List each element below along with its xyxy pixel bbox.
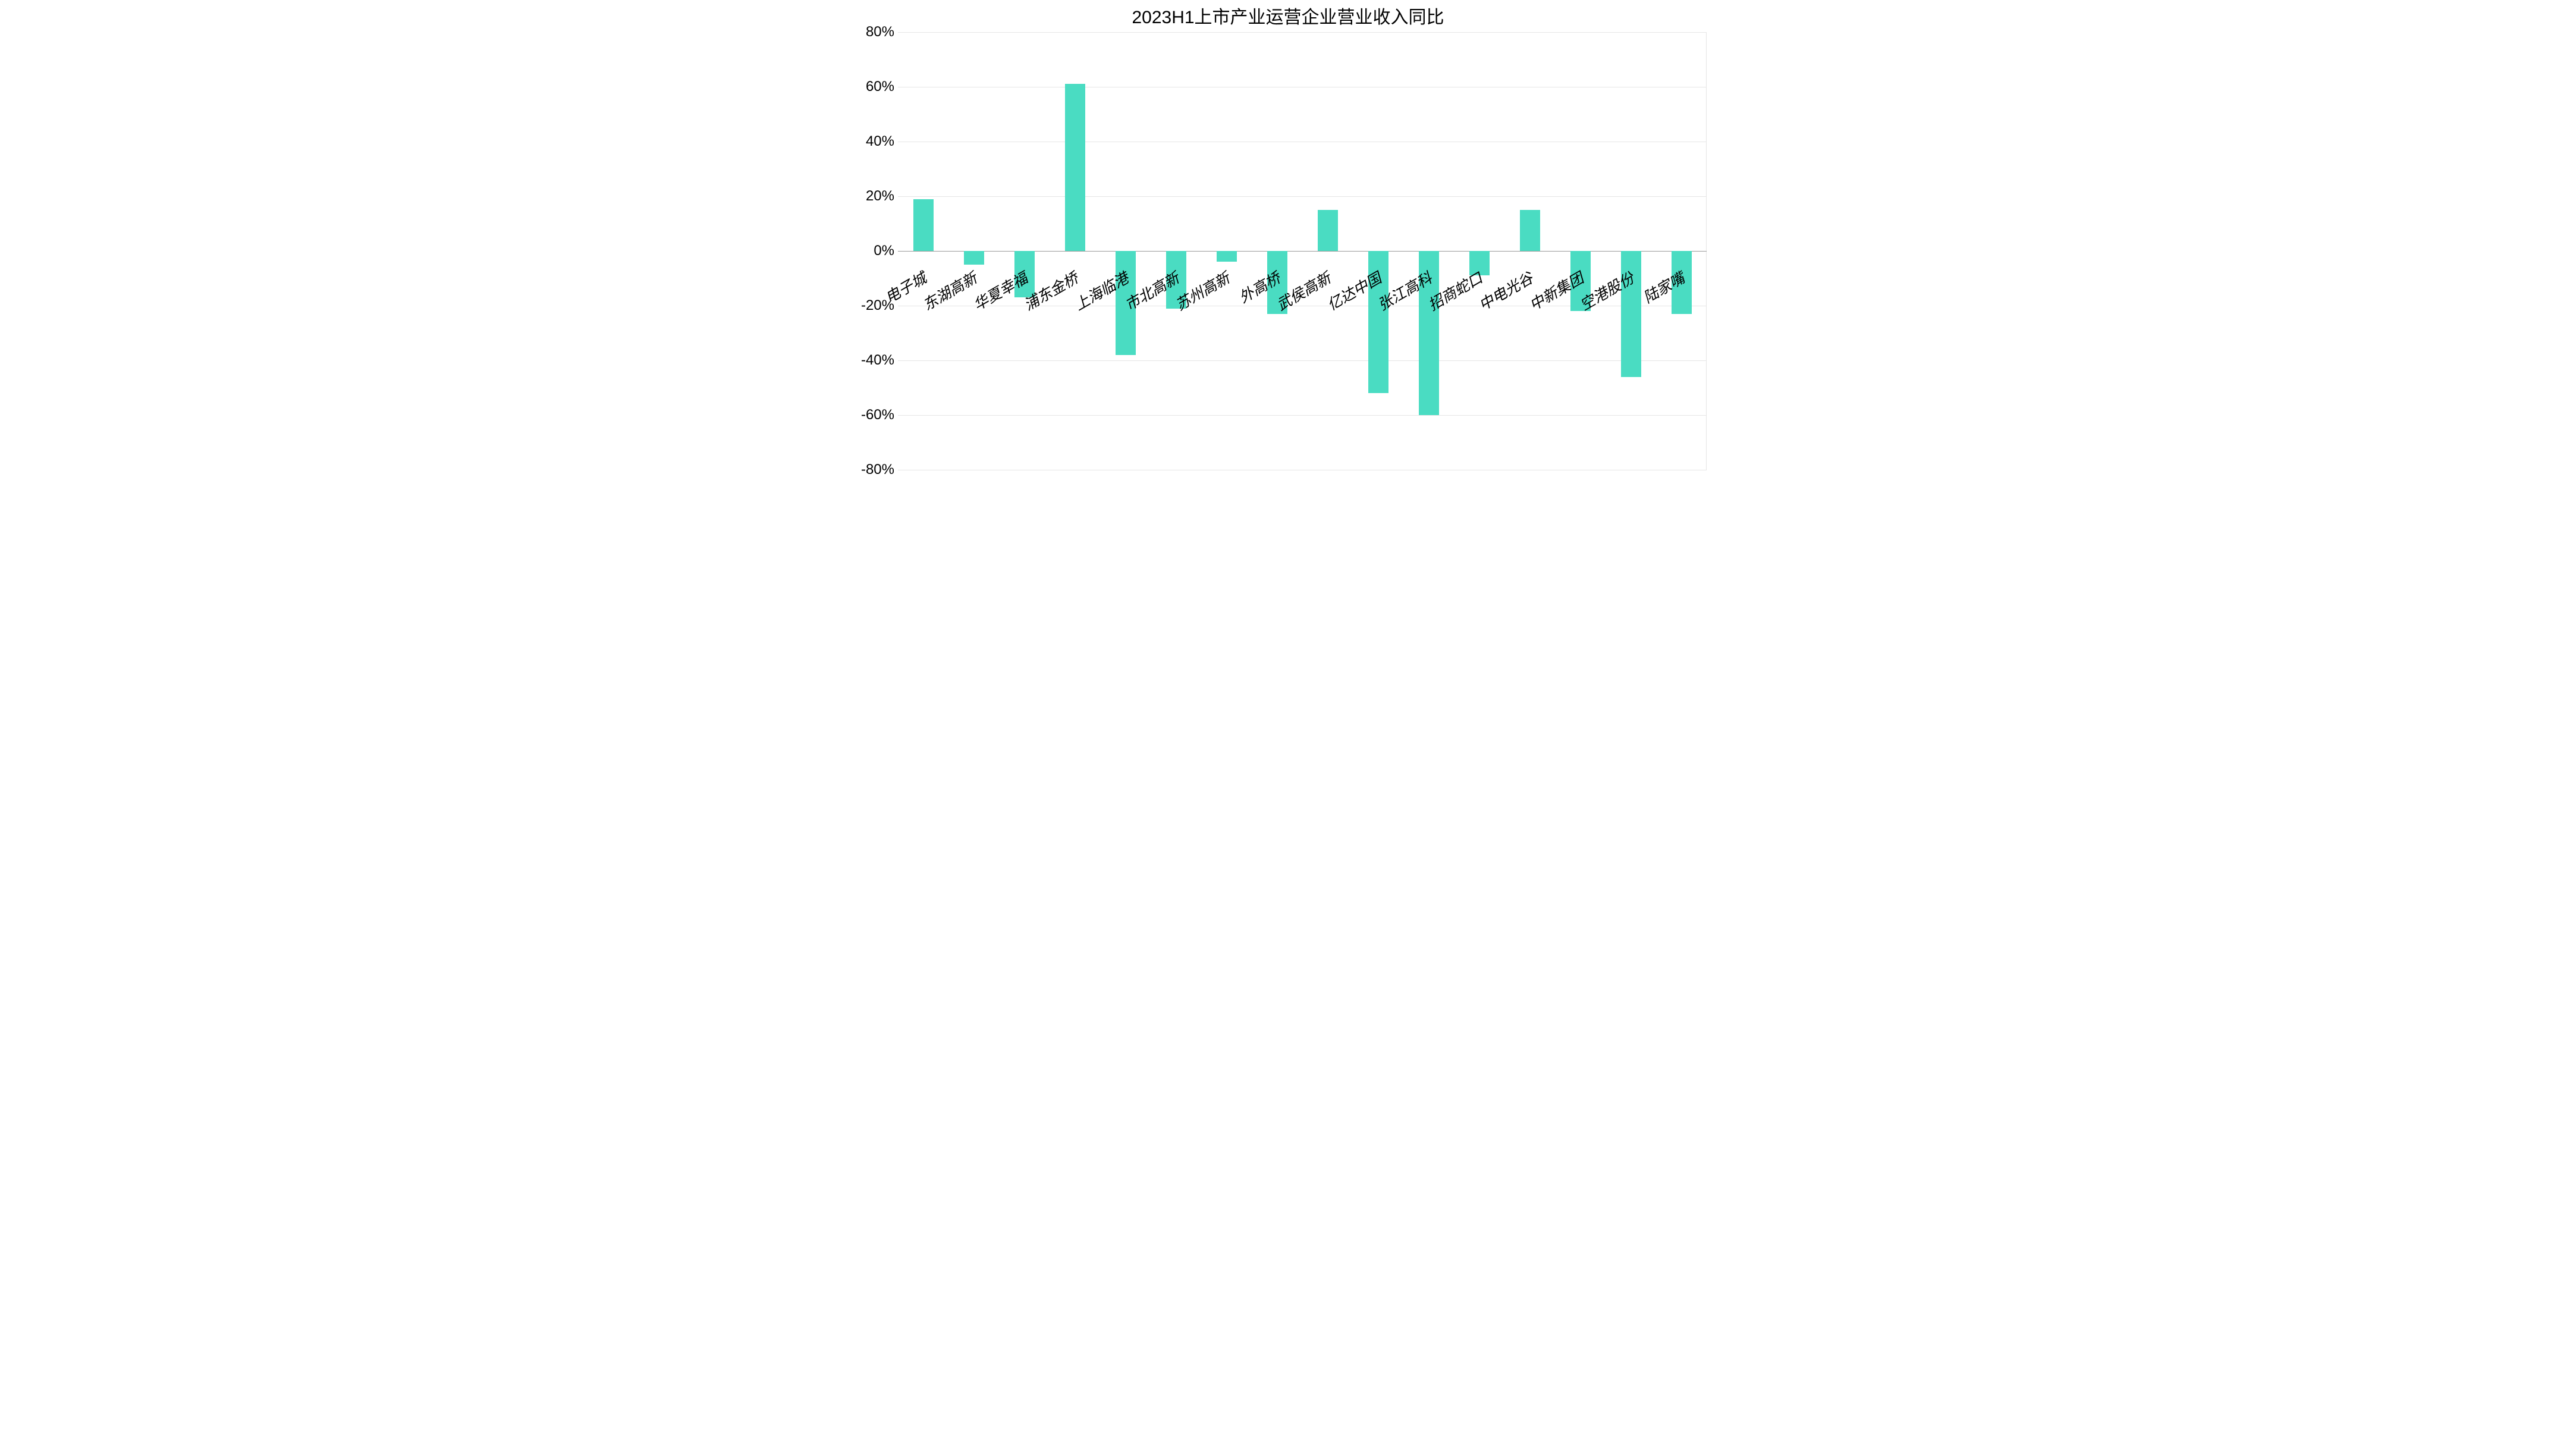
y-tick-label: -60% bbox=[861, 407, 898, 423]
y-tick-label: 0% bbox=[874, 243, 898, 259]
bars-layer bbox=[898, 32, 1707, 470]
y-tick-label: 20% bbox=[866, 188, 898, 205]
chart-title: 2023H1上市产业运营企业营业收入同比 bbox=[859, 2, 1717, 29]
y-tick-label: 60% bbox=[866, 78, 898, 95]
y-tick-label: -80% bbox=[861, 461, 898, 478]
bar bbox=[1520, 210, 1540, 251]
revenue-yoy-chart: 2023H1上市产业运营企业营业收入同比 电子城东湖高新华夏幸福浦东金桥上海临港… bbox=[859, 0, 1717, 476]
y-tick-label: -40% bbox=[861, 352, 898, 369]
y-tick-label: 40% bbox=[866, 133, 898, 150]
bar bbox=[1065, 84, 1085, 251]
plot-area: 电子城东湖高新华夏幸福浦东金桥上海临港市北高新苏州高新外高桥武侯高新亿达中国张江… bbox=[898, 32, 1707, 470]
bar bbox=[964, 251, 984, 265]
bar bbox=[1318, 210, 1338, 251]
bar bbox=[1217, 251, 1237, 262]
bar bbox=[913, 199, 934, 251]
y-tick-label: 80% bbox=[866, 24, 898, 40]
